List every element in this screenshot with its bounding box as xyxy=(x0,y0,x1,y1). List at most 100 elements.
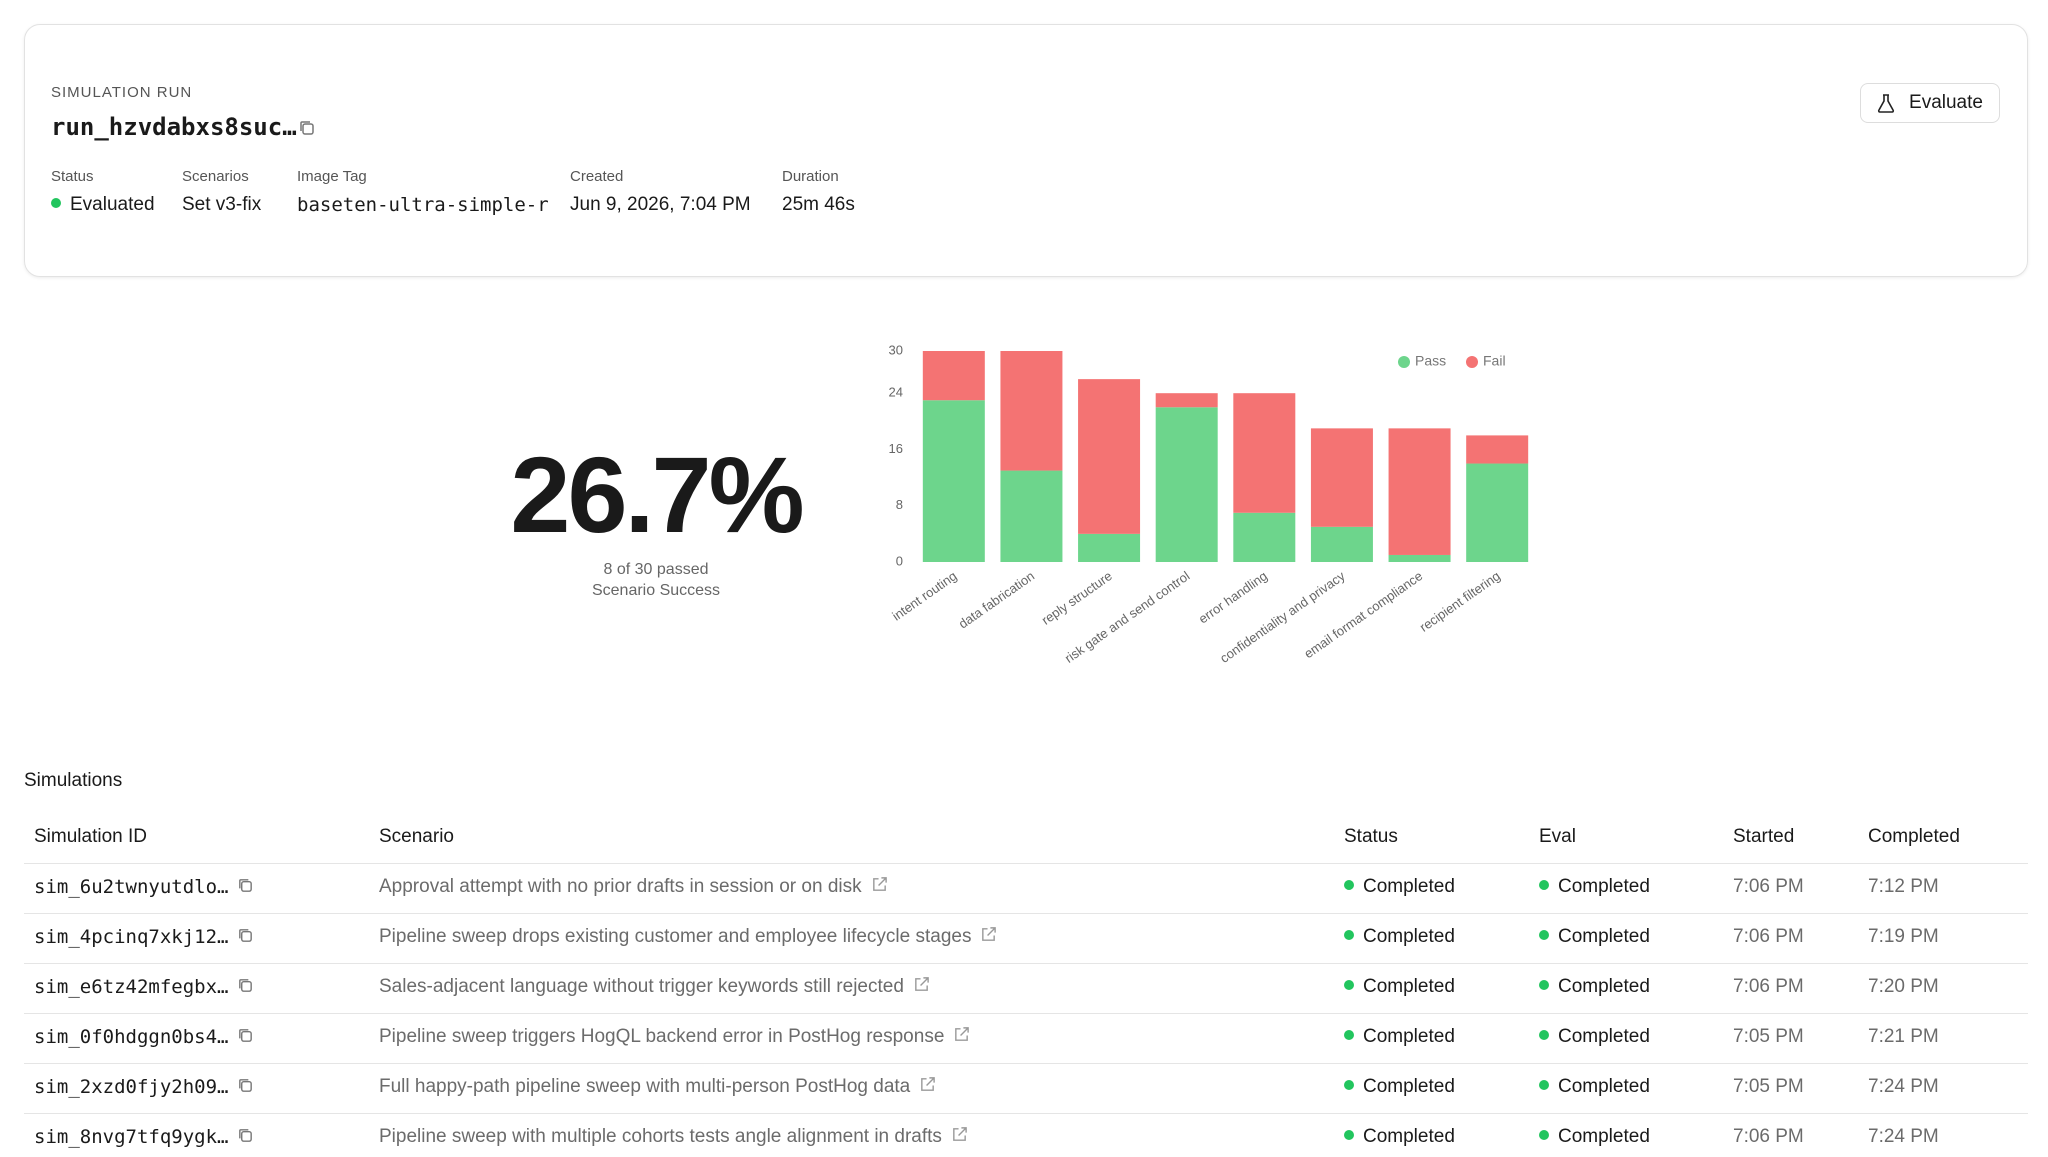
table-cell: Completed xyxy=(1539,976,1650,998)
scenario: Full happy-path pipeline sweep with mult… xyxy=(379,1076,911,1097)
meta-value: Set v3-fix xyxy=(182,194,261,216)
status-dot xyxy=(1539,1129,1549,1140)
table-cell: sim_e6tz42mfegbx… xyxy=(34,976,254,998)
bar-segment xyxy=(922,400,985,562)
started: 7:05 PM xyxy=(1733,1026,1804,1047)
status: Completed xyxy=(1363,1126,1455,1147)
copy-icon[interactable] xyxy=(298,119,316,137)
copy-icon[interactable] xyxy=(237,1077,254,1094)
table-cell: 7:24 PM xyxy=(1868,1126,1939,1148)
x-tick-label: reply structure xyxy=(1039,568,1115,628)
meta-text: baseten-ultra-simple-r xyxy=(297,194,549,216)
table-cell: 7:06 PM xyxy=(1733,976,1804,998)
status-dot xyxy=(1539,879,1549,890)
row-divider xyxy=(24,913,2028,914)
meta-label: Image Tag xyxy=(297,168,367,185)
bar-segment xyxy=(922,351,985,401)
completed: 7:12 PM xyxy=(1868,876,1939,897)
status-dot xyxy=(1539,1029,1549,1040)
column-header: Completed xyxy=(1868,826,1960,847)
bar-segment xyxy=(1078,379,1141,534)
y-tick-label: 16 xyxy=(889,441,903,456)
external-link-icon[interactable] xyxy=(980,926,997,943)
completed: 7:24 PM xyxy=(1868,1126,1939,1147)
status-dot xyxy=(1344,1079,1354,1090)
status-dot xyxy=(1539,979,1549,990)
meta-text: Set v3-fix xyxy=(182,194,262,215)
table-cell: 7:05 PM xyxy=(1733,1076,1804,1098)
scenario: Pipeline sweep with multiple cohorts tes… xyxy=(379,1126,942,1147)
legend-swatch xyxy=(1466,356,1478,368)
row-divider xyxy=(24,1113,2028,1114)
sim-id: sim_8nvg7tfq9ygk… xyxy=(34,1126,229,1148)
run-id: run_hzvdabxs8suc… xyxy=(51,113,297,141)
status-dot xyxy=(1344,929,1354,940)
row-divider xyxy=(24,1063,2028,1064)
external-link-icon[interactable] xyxy=(951,1126,968,1143)
column-header: Started xyxy=(1733,826,1795,847)
table-cell: Completed xyxy=(1344,976,1455,998)
copy-icon[interactable] xyxy=(237,927,254,944)
eval: Completed xyxy=(1558,1026,1650,1047)
evaluate-button[interactable]: Evaluate xyxy=(1860,83,2000,123)
completed: 7:20 PM xyxy=(1868,976,1939,997)
legend-label: Pass xyxy=(1415,353,1446,369)
completed: 7:19 PM xyxy=(1868,926,1939,947)
status-dot xyxy=(1344,1129,1354,1140)
external-link-icon[interactable] xyxy=(871,876,888,893)
x-tick-label: intent routing xyxy=(889,568,959,623)
status: Completed xyxy=(1363,926,1455,947)
copy-icon[interactable] xyxy=(237,1127,254,1144)
row-divider xyxy=(24,1013,2028,1014)
eval: Completed xyxy=(1558,1076,1650,1097)
success-detail: 8 of 30 passed xyxy=(603,561,709,578)
external-link-icon[interactable] xyxy=(953,1026,970,1043)
completed: 7:24 PM xyxy=(1868,1076,1939,1097)
success-rate: 26.7% xyxy=(510,434,804,555)
sim-id: sim_2xzd0fjy2h09… xyxy=(34,1076,229,1098)
table-cell: 7:19 PM xyxy=(1868,926,1939,948)
table-cell: Pipeline sweep drops existing customer a… xyxy=(379,926,997,948)
sim-id: sim_0f0hdggn0bs4… xyxy=(34,1026,229,1048)
copy-icon[interactable] xyxy=(237,877,254,894)
bar-segment xyxy=(1000,470,1063,562)
meta-text: Jun 9, 2026, 7:04 PM xyxy=(570,194,751,215)
meta-label: Duration xyxy=(782,168,839,185)
external-link-icon[interactable] xyxy=(919,1076,936,1093)
copy-icon[interactable] xyxy=(237,977,254,994)
status-dot xyxy=(1344,1029,1354,1040)
bar-segment xyxy=(1233,512,1296,562)
legend-label: Fail xyxy=(1483,353,1506,369)
table-cell: sim_8nvg7tfq9ygk… xyxy=(34,1126,254,1148)
bar-segment xyxy=(1310,526,1373,562)
table-cell: 7:21 PM xyxy=(1868,1026,1939,1048)
started: 7:05 PM xyxy=(1733,1076,1804,1097)
meta-value: 25m 46s xyxy=(782,194,855,216)
bar-segment xyxy=(1466,435,1529,464)
bar-segment xyxy=(1310,428,1373,527)
table-cell: Full happy-path pipeline sweep with mult… xyxy=(379,1076,936,1098)
external-link-icon[interactable] xyxy=(913,976,930,993)
section-label: SIMULATION RUN xyxy=(51,84,193,101)
row-divider xyxy=(24,863,2028,864)
bar-segment xyxy=(1388,428,1451,555)
started: 7:06 PM xyxy=(1733,926,1804,947)
status-dot xyxy=(1539,929,1549,940)
y-tick-label: 24 xyxy=(889,385,903,400)
sim-id: sim_4pcinq7xkj12… xyxy=(34,926,229,948)
bar-segment xyxy=(1155,393,1218,408)
column-header: Simulation ID xyxy=(34,826,147,847)
success-caption: Scenario Success xyxy=(591,582,721,599)
table-cell: 7:24 PM xyxy=(1868,1076,1939,1098)
table-cell: Completed xyxy=(1344,876,1455,898)
column-header: Eval xyxy=(1539,826,1576,847)
table-cell: Completed xyxy=(1539,1126,1650,1148)
bar-segment xyxy=(1000,351,1063,471)
eval: Completed xyxy=(1558,926,1650,947)
status: Completed xyxy=(1363,1026,1455,1047)
status-dot xyxy=(1539,1079,1549,1090)
copy-icon[interactable] xyxy=(237,1027,254,1044)
x-tick-label: error handling xyxy=(1196,568,1270,626)
status-dot xyxy=(1344,879,1354,890)
